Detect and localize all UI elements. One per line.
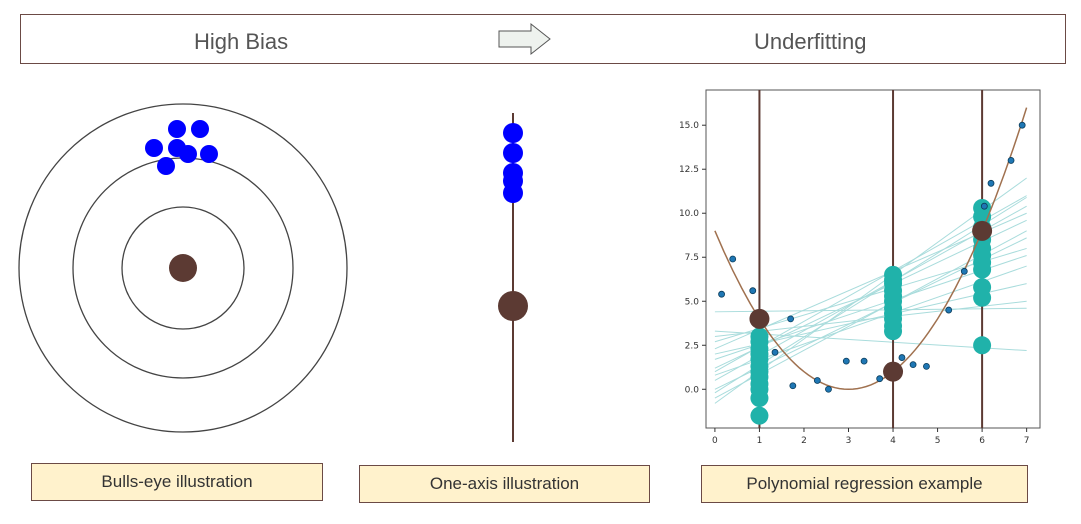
- bullseye-prediction-dot: [157, 157, 175, 175]
- y-tick-label: 12.5: [679, 165, 699, 175]
- training-point: [718, 290, 725, 298]
- linear-prediction-point: [973, 336, 992, 355]
- training-point: [909, 361, 917, 369]
- x-tick-label: 5: [935, 436, 941, 446]
- training-points: [718, 121, 1026, 393]
- one-axis-caption: One-axis illustration: [359, 465, 650, 503]
- training-point: [860, 357, 868, 365]
- training-point: [960, 267, 968, 275]
- underfitting-label: Underfitting: [754, 29, 867, 54]
- y-tick-label: 10.0: [679, 209, 699, 219]
- y-tick-label: 2.5: [685, 341, 699, 351]
- true-quadratic-curve: [714, 107, 1028, 391]
- training-point: [787, 315, 795, 323]
- x-tick-label: 1: [757, 436, 763, 446]
- y-tick-label: 5.0: [685, 297, 700, 307]
- one-axis-target-dot: [498, 291, 528, 321]
- x-tick-label: 4: [890, 436, 896, 446]
- training-point: [749, 287, 757, 295]
- training-point: [789, 382, 797, 390]
- bullseye-inner-ring: [121, 206, 245, 330]
- x-tick-label: 6: [979, 436, 985, 446]
- training-point: [987, 179, 995, 187]
- linear-prediction-point: [973, 278, 992, 297]
- x-tick-label: 7: [1024, 436, 1030, 446]
- one-axis-illustration: [498, 113, 528, 442]
- x-axis-ticks: 0 1 2 3 4 5 6 7: [712, 428, 1030, 446]
- training-point: [876, 375, 884, 383]
- training-point: [945, 306, 953, 314]
- linear-prediction-point: [750, 406, 769, 425]
- high-bias-label: High Bias: [194, 29, 289, 54]
- training-point: [813, 377, 821, 384]
- training-point: [771, 348, 779, 356]
- true-value-point: [749, 308, 770, 329]
- one-axis-prediction-dot: [503, 123, 523, 143]
- y-tick-label: 7.5: [685, 253, 699, 263]
- training-point: [1018, 121, 1026, 129]
- training-point: [825, 385, 832, 393]
- training-point: [842, 357, 850, 365]
- one-axis-prediction-dot: [503, 183, 523, 203]
- true-value-points: [749, 220, 993, 382]
- right-arrow-icon: [498, 22, 551, 56]
- x-tick-label: 3: [846, 436, 852, 446]
- training-point: [980, 202, 988, 210]
- bullseye-prediction-dot: [191, 120, 209, 138]
- bullseye-caption: Bulls-eye illustration: [31, 463, 323, 501]
- training-point: [898, 354, 906, 361]
- fit-line: [714, 307, 1027, 313]
- bullseye-prediction-dot: [145, 139, 163, 157]
- bullseye-prediction-dot: [179, 145, 197, 163]
- training-point: [1007, 157, 1015, 164]
- linear-prediction-point: [750, 327, 769, 346]
- true-value-point: [883, 361, 904, 382]
- x-tick-label: 2: [801, 436, 807, 446]
- linear-prediction-point: [884, 265, 903, 284]
- y-tick-label: 0.0: [685, 385, 700, 395]
- one-axis-prediction-dot: [503, 143, 523, 163]
- bullseye-prediction-dot: [168, 120, 186, 138]
- training-point: [923, 362, 930, 370]
- bullseye-prediction-dot: [200, 145, 218, 163]
- training-point: [729, 255, 737, 263]
- bullseye-outer-ring: [18, 103, 348, 433]
- bullseye-illustration: [18, 103, 348, 433]
- y-axis-ticks: 0.0 2.5 5.0 7.5 10.0 12.5 15.0: [679, 121, 706, 395]
- true-value-point: [972, 220, 993, 241]
- bullseye-target-center: [169, 254, 197, 282]
- polynomial-regression-plot: 0 1 2 3 4 5 6 7 0.0 2.5 5.0 7.5 10.0 12.5 15.0: [679, 89, 1041, 446]
- y-tick-label: 15.0: [679, 121, 699, 131]
- x-tick-label: 0: [712, 436, 718, 446]
- polynomial-caption: Polynomial regression example: [701, 465, 1028, 503]
